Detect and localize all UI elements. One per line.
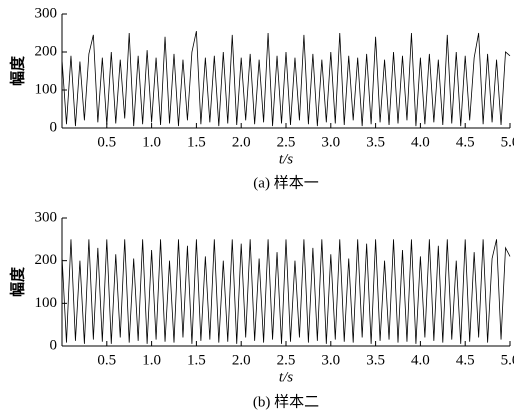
x-tick-label: 4.5 bbox=[456, 134, 475, 150]
x-tick-label: 1.5 bbox=[187, 352, 206, 368]
x-tick-label: 0.5 bbox=[97, 134, 116, 150]
x-axis-label: t/s bbox=[279, 151, 293, 167]
x-tick-label: 0.5 bbox=[97, 352, 116, 368]
y-axis-label: 幅度 bbox=[9, 55, 27, 86]
x-tick-label: 3.0 bbox=[321, 134, 340, 150]
x-tick-label: 4.0 bbox=[411, 352, 430, 368]
panel-caption: (a) 样本一 bbox=[253, 174, 318, 191]
x-tick-label: 2.5 bbox=[277, 352, 296, 368]
y-tick-label: 200 bbox=[35, 43, 58, 59]
y-tick-label: 0 bbox=[50, 337, 58, 353]
x-tick-label: 3.5 bbox=[366, 352, 385, 368]
x-tick-label: 2.0 bbox=[232, 352, 251, 368]
x-tick-label: 4.5 bbox=[456, 352, 475, 368]
signal-line bbox=[61, 31, 511, 127]
x-tick-label: 1.0 bbox=[142, 352, 161, 368]
y-axis-label: 幅度 bbox=[9, 266, 27, 297]
signal-line bbox=[61, 239, 511, 344]
x-tick-label: 2.0 bbox=[232, 134, 251, 150]
x-tick-label: 5.0 bbox=[501, 352, 514, 368]
x-tick-label: 3.5 bbox=[366, 134, 385, 150]
y-tick-label: 300 bbox=[35, 209, 58, 225]
x-tick-label: 5.0 bbox=[501, 134, 514, 150]
y-tick-label: 300 bbox=[35, 5, 58, 21]
x-tick-label: 1.0 bbox=[142, 134, 161, 150]
x-tick-label: 3.0 bbox=[321, 352, 340, 368]
y-tick-label: 0 bbox=[50, 119, 58, 135]
panel-caption: (b) 样本二 bbox=[253, 393, 319, 410]
y-tick-label: 200 bbox=[35, 252, 58, 268]
x-tick-label: 2.5 bbox=[277, 134, 296, 150]
x-tick-label: 4.0 bbox=[411, 134, 430, 150]
y-tick-label: 100 bbox=[35, 81, 58, 97]
x-tick-label: 1.5 bbox=[187, 134, 206, 150]
y-tick-label: 100 bbox=[35, 295, 58, 311]
x-axis-label: t/s bbox=[279, 369, 293, 385]
